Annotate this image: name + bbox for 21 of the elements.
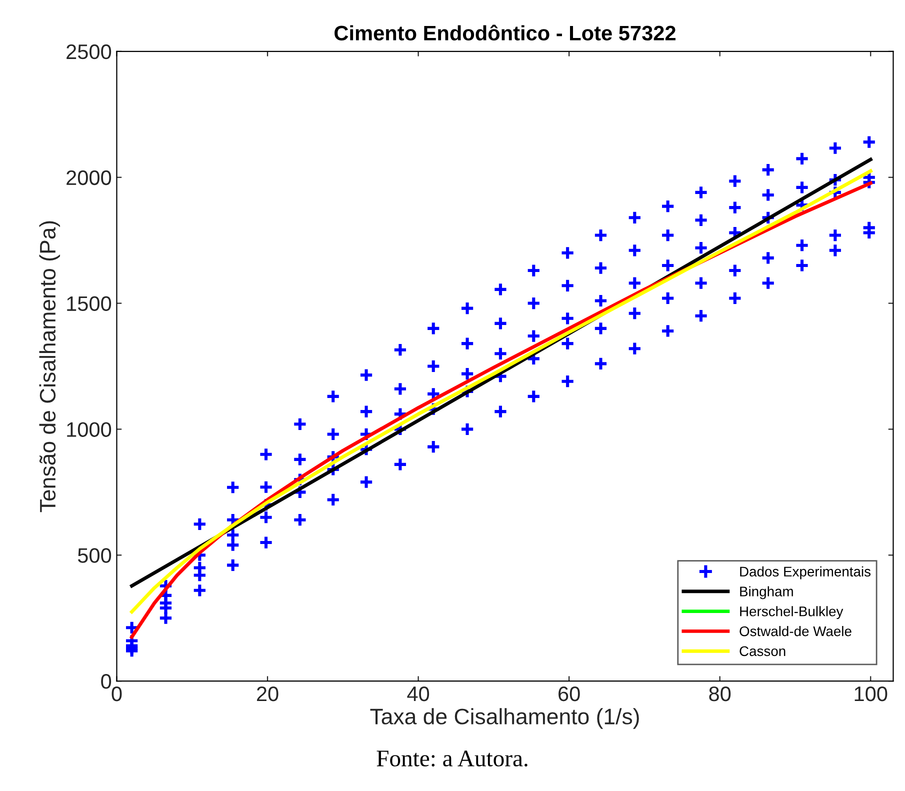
y-tick-label: 0	[101, 674, 112, 689]
x-tick-label: 40	[407, 686, 430, 702]
x-tick-label: 0	[112, 686, 122, 702]
x-tick-label: 60	[558, 686, 580, 702]
y-axis-title: Tensão de Cisalhamento (Pa)	[39, 221, 60, 512]
legend-label: Bingham	[740, 586, 793, 600]
source-note: Fonte: a Autora.	[376, 750, 528, 767]
y-tick-label: 2500	[66, 44, 112, 60]
y-tick-label: 500	[78, 548, 112, 563]
legend-label: Casson	[740, 646, 786, 656]
x-tick-label: 80	[709, 686, 731, 702]
x-tick-label: 20	[256, 686, 278, 702]
x-axis-title: Taxa de Cisalhamento (1/s)	[370, 708, 639, 729]
chart-title: Cimento Endodôntico - Lote 57322	[334, 24, 676, 41]
legend-label: Dados Experimentais	[740, 566, 871, 580]
legend-label: Ostwald-de Waele	[740, 626, 852, 636]
y-tick-label: 1000	[67, 422, 112, 437]
y-tick-label: 1500	[67, 296, 112, 312]
legend-label: Herschel-Bulkley	[740, 606, 844, 620]
y-tick-label: 2000	[66, 170, 112, 186]
x-tick-label: 100	[854, 686, 888, 702]
